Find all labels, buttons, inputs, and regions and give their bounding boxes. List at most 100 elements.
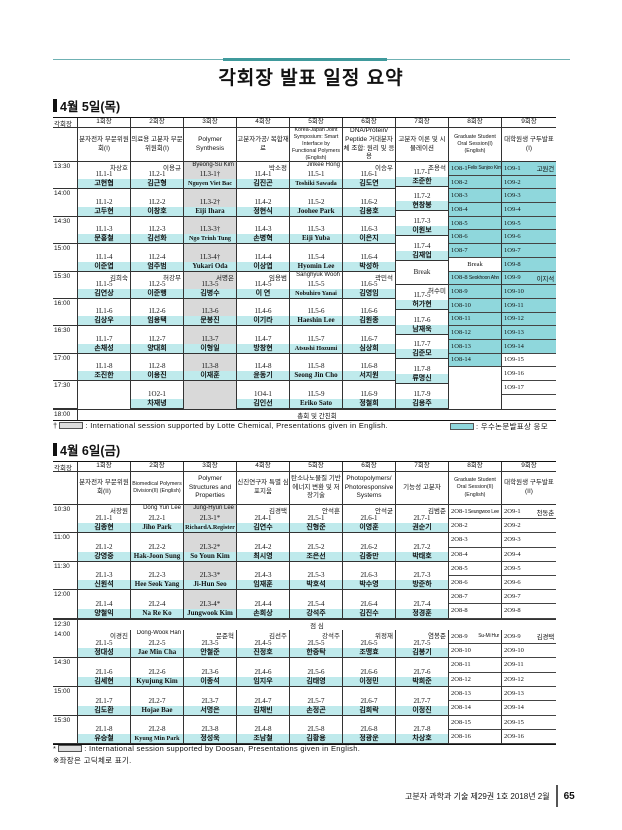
talk-slot[interactable]: 2L7-8 차상호 — [396, 716, 448, 745]
talk-slot[interactable]: 이승우 1L6-1 김도연 — [343, 162, 395, 190]
oral-presentation[interactable]: 1O9-6 — [502, 230, 556, 245]
talk-slot[interactable]: 1L7-7 김준모 — [396, 335, 448, 360]
oral-presentation[interactable]: 1O9-8 — [502, 257, 556, 272]
oral-presentation[interactable]: 2O8-12 — [449, 673, 501, 687]
talk-slot[interactable]: 2L6-6 이정민 — [343, 658, 395, 687]
talk-slot[interactable]: 1L5-3 Eiji Yuba — [290, 217, 342, 245]
talk-slot[interactable]: 허강무 1L2-5 이준행 — [131, 272, 183, 299]
talk-slot[interactable]: 1L6-9 정철희 — [343, 381, 395, 409]
talk-slot[interactable]: 2L7-6 박희준 — [396, 658, 448, 687]
oral-presentation[interactable]: 2O9-10 — [502, 644, 556, 659]
oral-presentation[interactable]: 1O9-13 — [502, 326, 556, 340]
oral-presentation[interactable]: 2O9-2 — [502, 519, 556, 534]
talk-slot[interactable]: 2L6-8 정광운 — [343, 716, 395, 745]
talk-slot[interactable]: 1L5-7 Atsushi Hozumi — [290, 326, 342, 354]
talk-slot[interactable]: 1L2-4 엄주범 — [131, 244, 183, 272]
talk-slot[interactable]: 1L7-9 김용주 — [396, 384, 448, 409]
talk-slot[interactable]: 1L6-2 김용호 — [343, 189, 395, 217]
talk-slot[interactable]: 2L2-8 Kyung Min Park — [131, 716, 183, 745]
talk-slot[interactable]: 강석주 2L5-5 한중탁 — [290, 630, 342, 659]
talk-slot[interactable]: 서장원 2L1-1 김종현 — [78, 505, 130, 534]
talk-slot[interactable]: 안석훈 2L5-1 진형준 — [290, 505, 342, 534]
talk-slot[interactable]: 2L3-3* Ji-Hun Seo — [184, 562, 236, 591]
oral-presentation[interactable]: 1O8-7 — [449, 244, 501, 258]
oral-presentation[interactable]: 2O9-9 김경택 — [502, 630, 556, 644]
oral-presentation[interactable]: 2O8-15 — [449, 716, 501, 730]
talk-slot[interactable]: 2L4-4 손희상 — [237, 590, 289, 619]
talk-slot[interactable]: 박소정 1L4-1 김진곤 — [237, 162, 289, 190]
talk-slot[interactable]: 김경택 2L4-1 김연수 — [237, 505, 289, 534]
talk-slot[interactable]: 2L2-7 Hojae Bae — [131, 687, 183, 716]
oral-presentation[interactable]: 2O8-3 — [449, 533, 501, 548]
talk-slot[interactable]: 1L4-7 방창현 — [237, 326, 289, 354]
talk-slot[interactable]: 1L6-4 박성하 — [343, 244, 395, 272]
talk-slot[interactable]: 문준혁 2L3-5 안철준 — [184, 630, 236, 659]
oral-presentation[interactable]: 1O8-13 — [449, 339, 501, 354]
talk-slot[interactable]: 2L5-4 강석주 — [290, 590, 342, 619]
oral-presentation[interactable]: 2O9-4 — [502, 548, 556, 562]
oral-presentation[interactable]: 2O9-14 — [502, 701, 556, 716]
oral-presentation[interactable]: 1O8-2 — [449, 175, 501, 190]
talk-slot[interactable]: 1L1-6 김상우 — [78, 299, 130, 327]
talk-slot[interactable]: 1L7-8 류명신 — [396, 359, 448, 384]
oral-presentation[interactable]: 1O8-5 — [449, 216, 501, 231]
talk-slot[interactable]: 2L3-7 서명은 — [184, 687, 236, 716]
talk-slot[interactable]: 2L6-3 박수영 — [343, 562, 395, 591]
talk-slot[interactable]: 2L5-3 박호석 — [290, 562, 342, 591]
talk-slot[interactable]: 1L7-4 김재업 — [396, 236, 448, 261]
talk-slot[interactable]: 염봉준 2L7-5 김봉기 — [396, 630, 448, 659]
oral-presentation[interactable]: 1O9-11 — [502, 298, 556, 313]
oral-presentation[interactable]: 1O9-2 — [502, 175, 556, 190]
talk-slot[interactable]: 1L6-3 이은지 — [343, 217, 395, 245]
oral-presentation[interactable]: 2O8-11 — [449, 658, 501, 673]
talk-slot[interactable]: 위정재 2L6-5 조맹효 — [343, 630, 395, 659]
talk-slot[interactable]: 2L4-2 최시영 — [237, 533, 289, 562]
talk-slot[interactable]: 1L3-3† Ngo Trinh Tung — [184, 217, 236, 245]
talk-slot[interactable]: 1L1-2 고두현 — [78, 189, 130, 217]
talk-slot[interactable]: Sanghyuk Wooh 1L5-5 Nobuhiro Yanai — [290, 272, 342, 299]
talk-slot[interactable]: Jinkee Hong 1L5-1 Toshiki Sawada — [290, 162, 342, 190]
oral-presentation[interactable]: 1O8-1 Felix Sunjoo Kim — [449, 162, 501, 176]
talk-slot[interactable]: 1L7-6 남재욱 — [396, 310, 448, 335]
talk-slot[interactable]: 1L5-6 Haeshin Lee — [290, 299, 342, 327]
talk-slot[interactable]: 1L2-3 김선화 — [131, 217, 183, 245]
talk-slot[interactable]: 2L1-2 강영중 — [78, 533, 130, 562]
talk-slot[interactable]: 1L1-4 이준엽 — [78, 244, 130, 272]
talk-slot[interactable]: 허수미 1L7-5 허가현 — [396, 285, 448, 310]
talk-slot[interactable]: 차상호 1L1-1 고현협 — [78, 162, 130, 190]
oral-presentation[interactable]: 1O8-12 — [449, 326, 501, 340]
talk-slot[interactable]: 1L4-2 정현식 — [237, 189, 289, 217]
oral-presentation[interactable]: 2O8-14 — [449, 701, 501, 716]
talk-slot[interactable]: 1L6-8 서지원 — [343, 354, 395, 382]
talk-slot[interactable]: 1L7-2 현창봉 — [396, 187, 448, 212]
talk-slot[interactable]: 1L2-8 이용진 — [131, 354, 183, 382]
talk-slot[interactable]: 2L6-2 김종만 — [343, 533, 395, 562]
oral-presentation[interactable]: 2O8-2 — [449, 519, 501, 534]
talk-slot[interactable]: 1L4-6 이기라 — [237, 299, 289, 327]
oral-presentation[interactable]: 1O9-3 — [502, 189, 556, 204]
talk-slot[interactable]: 2L5-2 조은선 — [290, 533, 342, 562]
talk-slot[interactable]: 2L5-7 손정곤 — [290, 687, 342, 716]
oral-presentation[interactable]: 2O9-3 — [502, 533, 556, 548]
talk-slot[interactable]: 1L7-3 이원보 — [396, 211, 448, 236]
talk-slot[interactable]: Jung-Hyun Lee 2L3-1* RichardA.Register — [184, 505, 236, 534]
oral-presentation[interactable]: 1O8-6 — [449, 230, 501, 245]
oral-presentation[interactable]: 1O8-8 Seokhoon Ahn — [449, 271, 501, 286]
talk-slot[interactable]: 서명은 1L3-5 김병수 — [184, 272, 236, 299]
oral-presentation[interactable]: 1O8-9 — [449, 285, 501, 299]
talk-slot[interactable]: 1L1-7 손채성 — [78, 326, 130, 354]
talk-slot[interactable]: 2L7-3 방준하 — [396, 562, 448, 591]
oral-presentation[interactable]: 2O8-5 — [449, 562, 501, 576]
talk-slot[interactable]: 2L1-4 양철익 — [78, 590, 130, 619]
oral-presentation[interactable]: 1O9-4 — [502, 203, 556, 217]
talk-slot[interactable]: 1L3-7 이형일 — [184, 326, 236, 354]
oral-presentation[interactable]: 2O8-13 — [449, 687, 501, 702]
talk-slot[interactable]: 2L3-8 정성욱 — [184, 716, 236, 745]
oral-presentation[interactable]: 1O9-17 — [502, 381, 556, 395]
oral-presentation[interactable]: 1O9-9 이지석 — [502, 271, 556, 286]
oral-presentation[interactable]: 2O8-10 — [449, 644, 501, 659]
talk-slot[interactable]: 1L4-8 윤동기 — [237, 354, 289, 382]
talk-slot[interactable]: 2L4-3 임재훈 — [237, 562, 289, 591]
oral-presentation[interactable]: 1O9-10 — [502, 285, 556, 299]
oral-presentation[interactable]: 1O8-3 — [449, 189, 501, 204]
